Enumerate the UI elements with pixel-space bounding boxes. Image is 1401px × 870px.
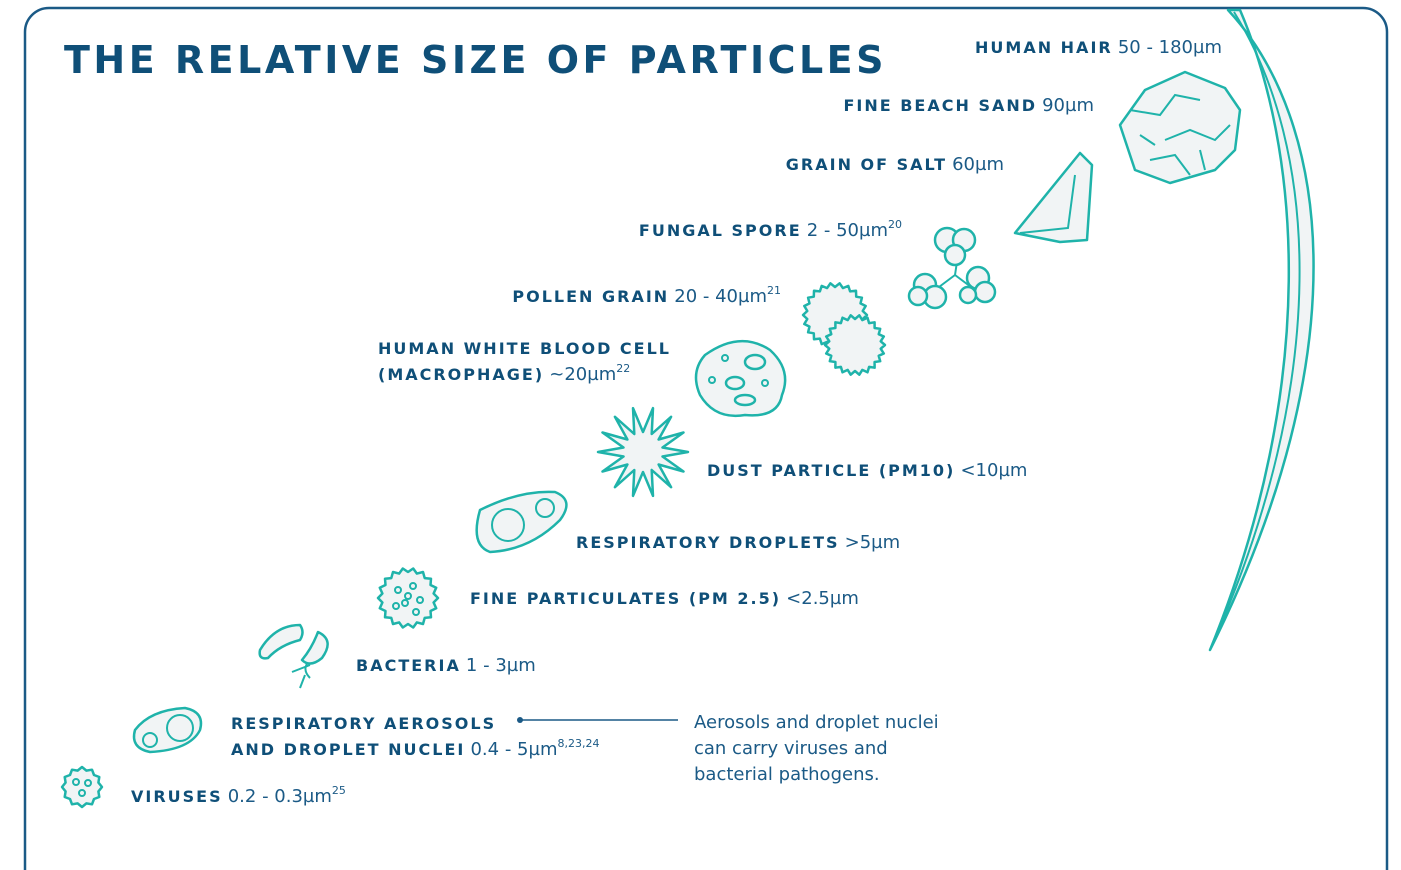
dust-icon <box>596 406 690 498</box>
size: 20 - 40µm <box>674 286 767 307</box>
dot <box>392 602 400 610</box>
bacteria-icon <box>258 623 329 689</box>
dot <box>72 778 80 786</box>
ref: 8,23,24 <box>557 737 599 750</box>
sand-icon <box>1118 70 1242 185</box>
dot <box>394 586 402 594</box>
name: POLLEN GRAIN <box>512 287 669 306</box>
aerosol-icon <box>132 706 203 754</box>
ref: 21 <box>767 284 781 297</box>
title: THE RELATIVE SIZE OF PARTICLES <box>64 38 887 82</box>
hair-icon <box>1208 8 1315 652</box>
name: (MACROPHAGE) <box>378 365 544 384</box>
label: HUMAN WHITE BLOOD CELL <box>378 339 671 358</box>
label: AND DROPLET NUCLEI 0.4 - 5µm8,23,24 <box>231 737 599 760</box>
frame <box>23 6 1389 870</box>
hair-line <box>1211 11 1301 646</box>
pollen-icon <box>823 314 887 376</box>
label: POLLEN GRAIN 20 - 40µm21 <box>512 284 781 307</box>
label: FUNGAL SPORE 2 - 50µm20 <box>639 218 902 241</box>
name: HUMAN HAIR <box>975 38 1113 57</box>
size: 0.4 - 5µm <box>470 739 557 760</box>
size: 1 - 3µm <box>466 655 536 676</box>
spore-icon <box>907 226 997 310</box>
size: <10µm <box>960 460 1027 481</box>
spiky-icons <box>60 282 887 809</box>
dot <box>409 582 417 590</box>
label: DUST PARTICLE (PM10) <10µm <box>707 460 1027 481</box>
size: 60µm <box>952 154 1004 175</box>
note-line: bacterial pathogens. <box>694 764 880 785</box>
dot <box>401 599 409 607</box>
size: <2.5µm <box>786 588 859 609</box>
connector-dot <box>517 717 523 723</box>
size: ~20µm <box>549 364 616 385</box>
salt-lines <box>1019 174 1076 234</box>
ref: 20 <box>888 218 902 231</box>
name: FINE BEACH SAND <box>843 96 1037 115</box>
label: FINE BEACH SAND 90µm <box>843 95 1094 116</box>
dot <box>78 789 86 797</box>
dot <box>412 608 420 616</box>
name: BACTERIA <box>356 656 461 675</box>
ref: 25 <box>332 784 346 797</box>
label: HUMAN HAIR 50 - 180µm <box>975 37 1222 58</box>
note-line: Aerosols and droplet nuclei <box>694 712 939 733</box>
label: FINE PARTICULATES (PM 2.5) <2.5µm <box>470 588 859 609</box>
note-line: can carry viruses and <box>694 738 888 759</box>
name: AND DROPLET NUCLEI <box>231 740 465 759</box>
ref: 22 <box>616 362 630 375</box>
size: 0.2 - 0.3µm <box>228 786 332 807</box>
label: RESPIRATORY DROPLETS >5µm <box>576 532 900 553</box>
name: VIRUSES <box>131 787 223 806</box>
label: GRAIN OF SALT 60µm <box>786 154 1004 175</box>
name: RESPIRATORY AEROSOLS <box>231 714 496 733</box>
name: RESPIRATORY DROPLETS <box>576 533 840 552</box>
label: VIRUSES 0.2 - 0.3µm25 <box>131 784 346 807</box>
salt-icon <box>1013 151 1094 244</box>
dot <box>404 592 412 600</box>
label: (MACROPHAGE) ~20µm22 <box>378 362 630 385</box>
name: FINE PARTICULATES (PM 2.5) <box>470 589 781 608</box>
size: 90µm <box>1042 95 1094 116</box>
dot <box>416 596 424 604</box>
macrophage-icon <box>694 339 787 418</box>
icons <box>60 8 1315 809</box>
size: 2 - 50µm <box>807 220 888 241</box>
name: GRAIN OF SALT <box>786 155 947 174</box>
name: FUNGAL SPORE <box>639 221 802 240</box>
name: DUST PARTICLE (PM10) <box>707 461 955 480</box>
label: RESPIRATORY AEROSOLS <box>231 714 496 733</box>
name: HUMAN WHITE BLOOD CELL <box>378 339 671 358</box>
size: 50 - 180µm <box>1118 37 1222 58</box>
sand-lines <box>1129 93 1231 176</box>
virus-icon <box>60 765 104 809</box>
label: BACTERIA 1 - 3µm <box>356 655 536 676</box>
size: >5µm <box>845 532 901 553</box>
droplet-icon <box>475 490 568 554</box>
dot <box>84 779 92 787</box>
